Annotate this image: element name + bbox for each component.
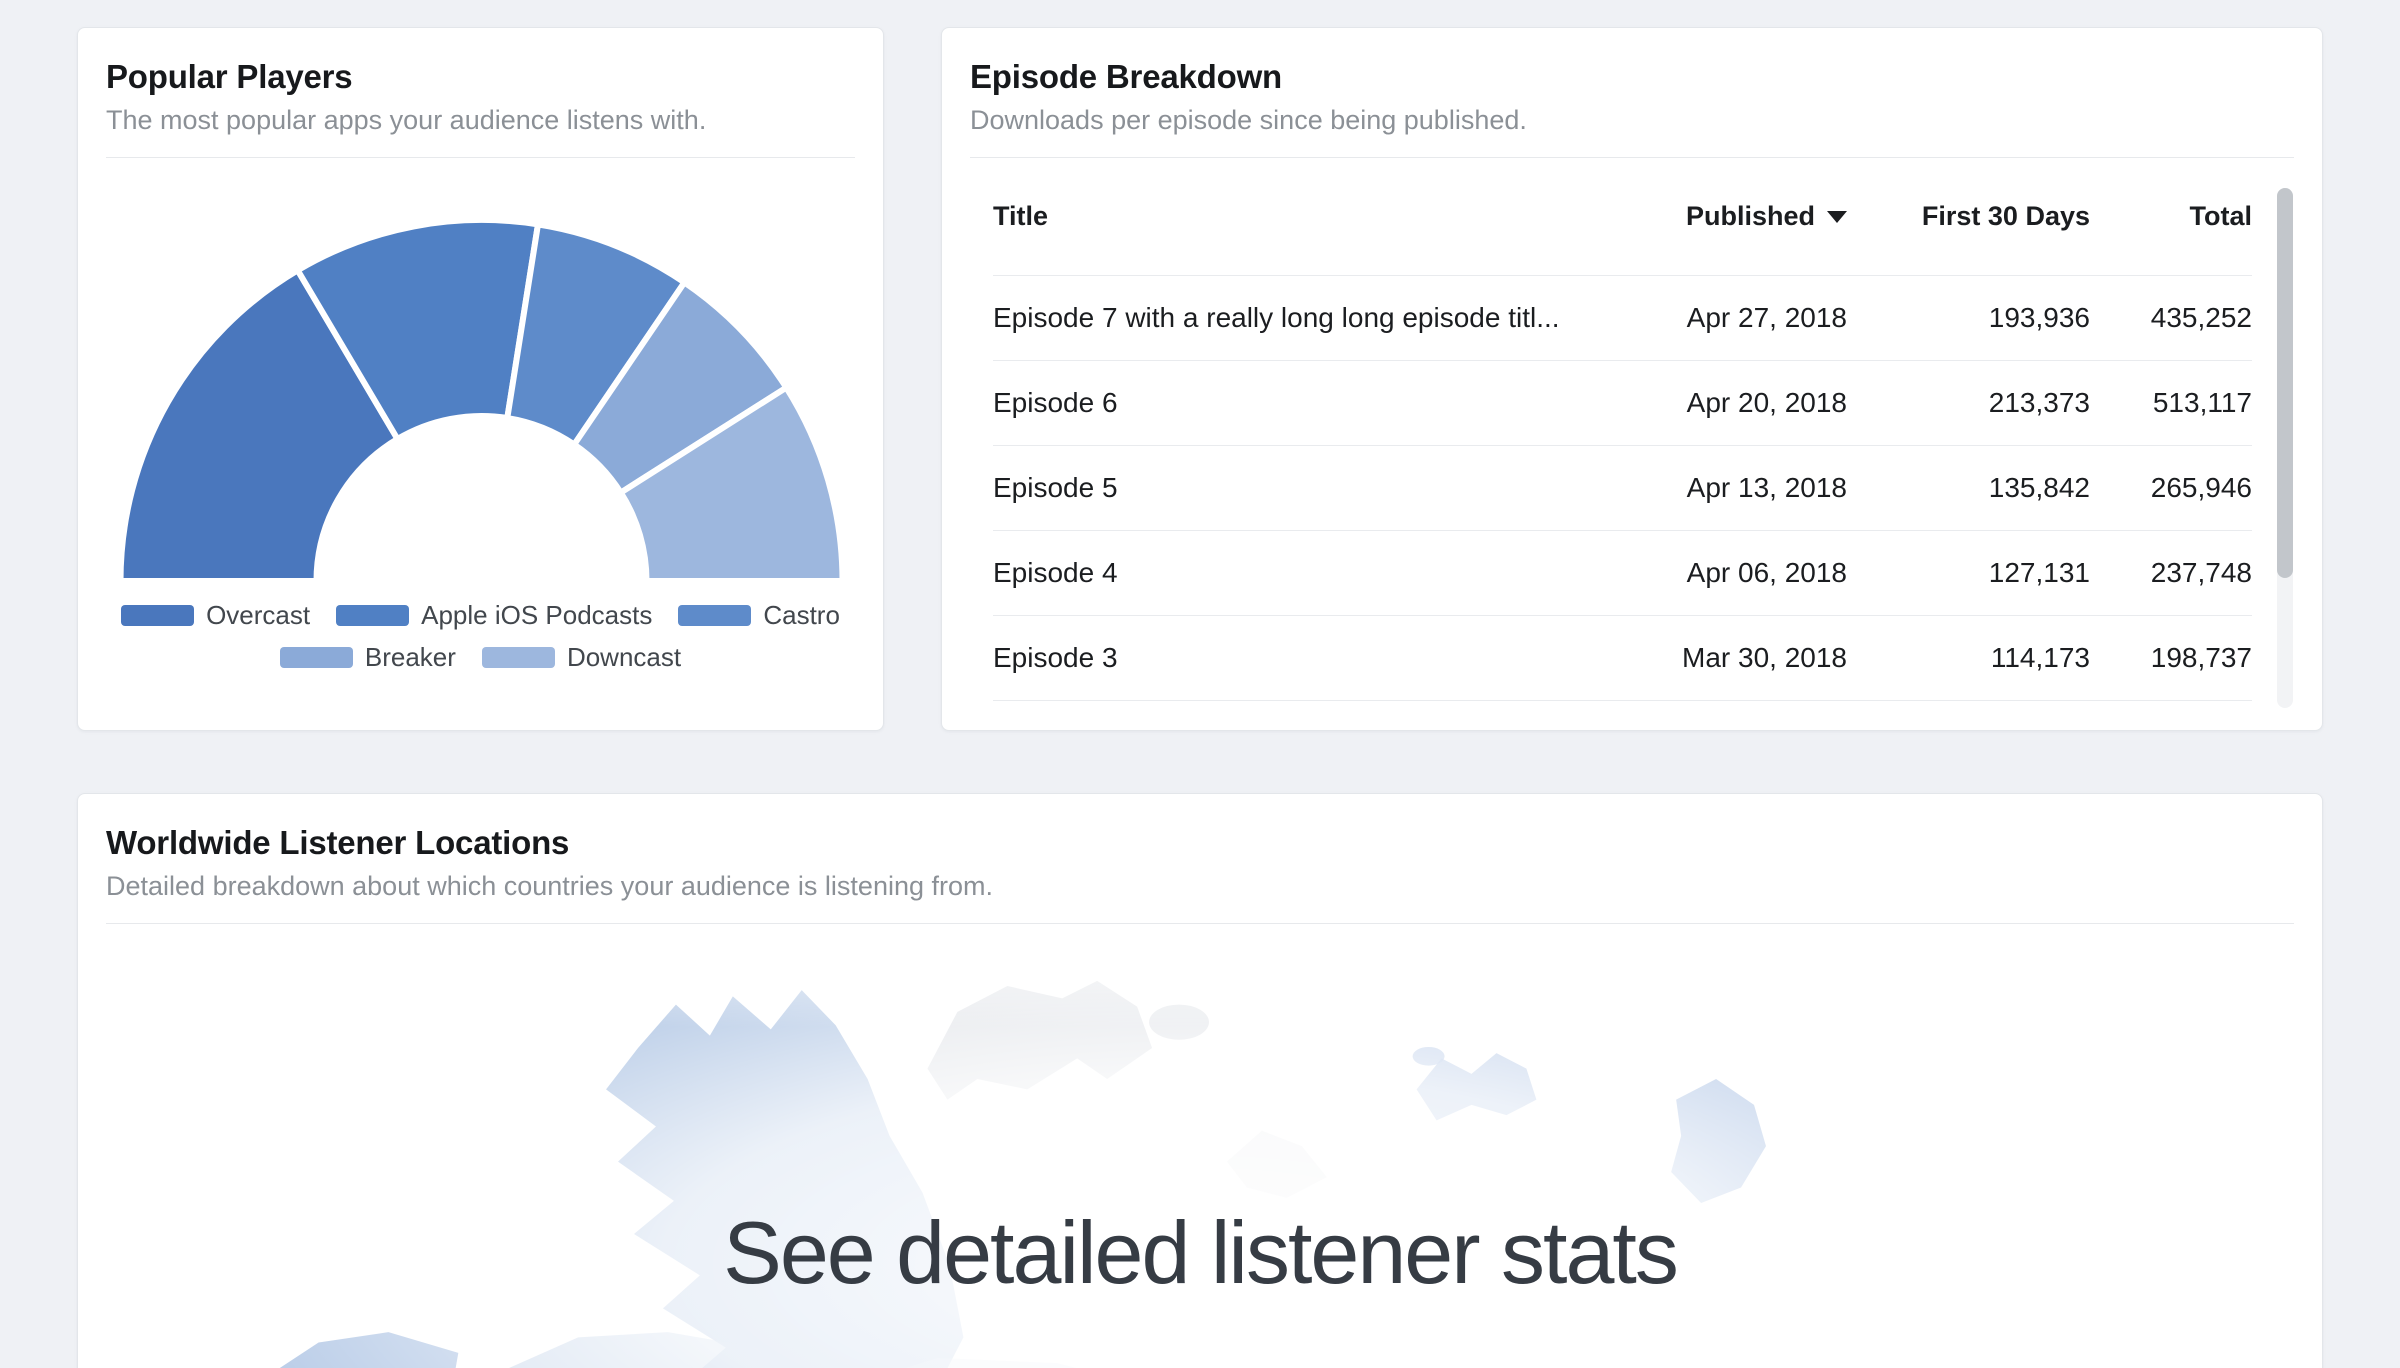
column-header-title[interactable]: Title (993, 201, 1049, 231)
worldwide-title: Worldwide Listener Locations (106, 824, 570, 861)
episode-title-cell: Episode 4 (993, 557, 1118, 588)
total-cell: 198,737 (2150, 642, 2252, 673)
total-cell: 237,748 (2150, 557, 2252, 588)
episode-breakdown-subtitle: Downloads per episode since being publis… (970, 105, 1527, 135)
episode-table-row[interactable]: Episode 7 with a really long long episod… (993, 276, 2252, 361)
legend-label: Castro (763, 600, 840, 630)
episode-title-cell: Episode 6 (993, 387, 1118, 418)
legend-row-2: Breaker Downcast (106, 642, 855, 673)
players-chart-legend: Overcast Apple iOS Podcasts Castro Breaker… (106, 600, 855, 673)
first-30-days-cell: 127,131 (1988, 557, 2090, 588)
legend-swatch-apple-ios-podcasts (336, 605, 410, 626)
legend-swatch-downcast (481, 647, 555, 668)
legend-label: Overcast (206, 600, 311, 630)
first-30-days-cell: 114,173 (1990, 642, 2090, 673)
legend-label: Apple iOS Podcasts (421, 600, 653, 630)
popular-players-card: Popular Players The most popular apps yo… (77, 27, 884, 731)
legend-swatch-breaker (279, 647, 353, 668)
column-header-published[interactable]: Published (1587, 201, 1847, 232)
total-cell: 435,252 (2150, 302, 2252, 333)
episode-title-cell: Episode 7 with a really long long episod… (993, 302, 1560, 333)
table-scrollbar-thumb[interactable] (2277, 188, 2293, 578)
legend-item-overcast: Overcast (121, 600, 310, 631)
worldwide-subtitle: Detailed breakdown about which countries… (106, 871, 993, 901)
sort-desc-icon (1827, 210, 1847, 223)
legend-label: Downcast (566, 642, 682, 672)
episode-breakdown-title: Episode Breakdown (970, 58, 1283, 95)
column-header-total[interactable]: Total (2189, 201, 2253, 231)
donut-slice-apple-ios-podcasts (294, 217, 541, 442)
first-30-days-cell: 135,842 (1988, 472, 2090, 503)
legend-swatch-castro (678, 605, 752, 626)
divider (106, 157, 855, 158)
published-date-cell: Apr 13, 2018 (1686, 472, 1847, 503)
total-cell: 265,946 (2150, 472, 2252, 503)
legend-row-1: Overcast Apple iOS Podcasts Castro (106, 600, 855, 631)
column-header-first-30-days[interactable]: First 30 Days (1921, 201, 2090, 231)
map-center-wash (222, 924, 2178, 1368)
episode-table-body: Episode 7 with a really long long episod… (993, 276, 2252, 701)
divider (970, 157, 2294, 158)
players-half-donut-chart (117, 217, 846, 584)
published-date-cell: Mar 30, 2018 (1682, 642, 1847, 673)
episode-table-row[interactable]: Episode 5 Apr 13, 2018 135,842 265,946 (993, 446, 2252, 531)
popular-players-title: Popular Players (106, 58, 353, 95)
legend-item-breaker: Breaker (279, 642, 456, 673)
episode-table: Title Published First 30 Days Total Epis… (993, 158, 2252, 701)
legend-label: Breaker (364, 642, 456, 672)
legend-swatch-overcast (121, 605, 195, 626)
legend-item-castro: Castro (678, 600, 840, 631)
total-cell: 513,117 (2152, 387, 2252, 418)
episode-title-cell: Episode 5 (993, 472, 1118, 503)
episode-table-header: Title Published First 30 Days Total (993, 158, 2252, 276)
first-30-days-cell: 213,373 (1988, 387, 2090, 418)
episode-table-row[interactable]: Episode 3 Mar 30, 2018 114,173 198,737 (993, 616, 2252, 701)
episode-table-row[interactable]: Episode 6 Apr 20, 2018 213,373 513,117 (993, 361, 2252, 446)
published-date-cell: Apr 27, 2018 (1686, 302, 1847, 333)
legend-item-apple-ios-podcasts: Apple iOS Podcasts (336, 600, 652, 631)
table-scrollbar-track[interactable] (2277, 188, 2293, 708)
worldwide-locations-card: Worldwide Listener Locations Detailed br… (77, 793, 2323, 1368)
published-header-label: Published (1685, 201, 1815, 231)
world-map (79, 924, 2321, 1368)
episode-breakdown-card: Episode Breakdown Downloads per episode … (941, 27, 2323, 731)
donut-slice-overcast (117, 267, 401, 584)
episode-title-cell: Episode 3 (993, 642, 1118, 673)
world-map-graphic (79, 924, 2321, 1368)
legend-item-downcast: Downcast (481, 642, 682, 673)
donut-slice-downcast (617, 384, 846, 584)
popular-players-subtitle: The most popular apps your audience list… (106, 105, 707, 135)
first-30-days-cell: 193,936 (1988, 302, 2090, 333)
episode-table-row[interactable]: Episode 4 Apr 06, 2018 127,131 237,748 (993, 531, 2252, 616)
see-detailed-stats-link[interactable]: See detailed listener stats (723, 1203, 1679, 1302)
published-date-cell: Apr 20, 2018 (1686, 387, 1847, 418)
published-date-cell: Apr 06, 2018 (1686, 557, 1847, 588)
